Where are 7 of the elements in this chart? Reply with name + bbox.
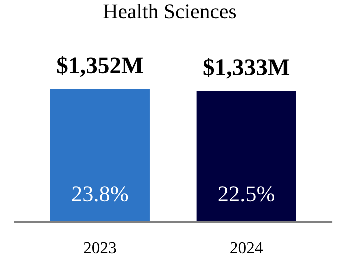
data-label: $1,352M [57,56,144,78]
x-tick-label: 2023 [84,242,116,254]
data-label: $1,333M [204,58,290,79]
annotation: 23.8% [72,186,128,202]
x-tick-label: 2024 [230,242,263,254]
chart-title: Health Sciences [104,4,236,19]
annotation: 22.5% [218,186,275,202]
